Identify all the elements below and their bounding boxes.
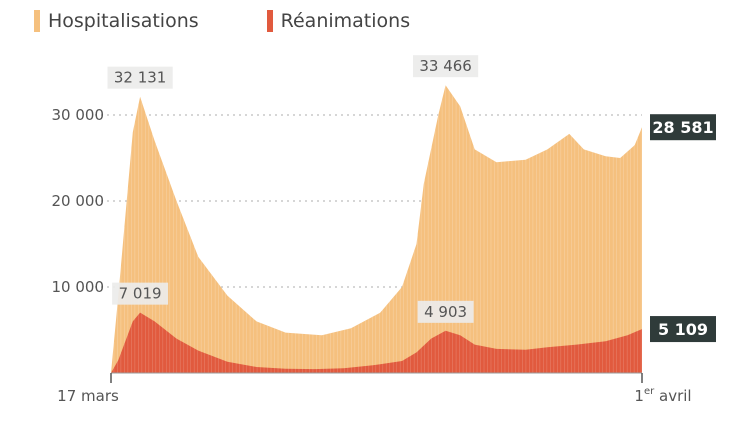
end-value-box-hospitalisations bbox=[650, 114, 716, 141]
peak-label: 32 131 bbox=[114, 69, 167, 87]
peak-label: 4 903 bbox=[424, 303, 467, 321]
peak-label-box bbox=[417, 300, 474, 323]
reanimations-area bbox=[111, 312, 642, 373]
x-label-end: 1er avril bbox=[634, 386, 691, 405]
x-label-start: 17 mars bbox=[57, 387, 119, 405]
legend-swatch-reanimations bbox=[266, 10, 273, 32]
legend-swatch-hospitalisations bbox=[34, 10, 40, 32]
peak-label-box bbox=[112, 282, 169, 305]
end-value-reanimations: 5 109 bbox=[658, 320, 708, 339]
peak-label: 33 466 bbox=[419, 57, 472, 75]
hospitalisations-bars bbox=[113, 85, 642, 373]
y-tick-label: 20 000 bbox=[52, 192, 105, 210]
legend-label-hospitalisations: Hospitalisations bbox=[48, 10, 199, 32]
legend: Hospitalisations Réanimations bbox=[34, 10, 478, 32]
legend-item-hospitalisations[interactable]: Hospitalisations bbox=[34, 10, 199, 32]
y-tick-label: 10 000 bbox=[52, 278, 105, 296]
end-value-hospitalisations: 28 581 bbox=[652, 118, 713, 137]
legend-item-reanimations[interactable]: Réanimations bbox=[266, 10, 411, 32]
legend-label-reanimations: Réanimations bbox=[280, 10, 411, 32]
y-tick-label: 30 000 bbox=[52, 106, 105, 124]
peak-label-box bbox=[413, 55, 479, 78]
peak-label: 7 019 bbox=[119, 285, 162, 303]
reanimations-bars bbox=[113, 313, 642, 373]
hospitalisations-area bbox=[111, 85, 642, 373]
peak-label-box bbox=[107, 66, 173, 89]
end-value-box-reanimations bbox=[650, 316, 716, 343]
